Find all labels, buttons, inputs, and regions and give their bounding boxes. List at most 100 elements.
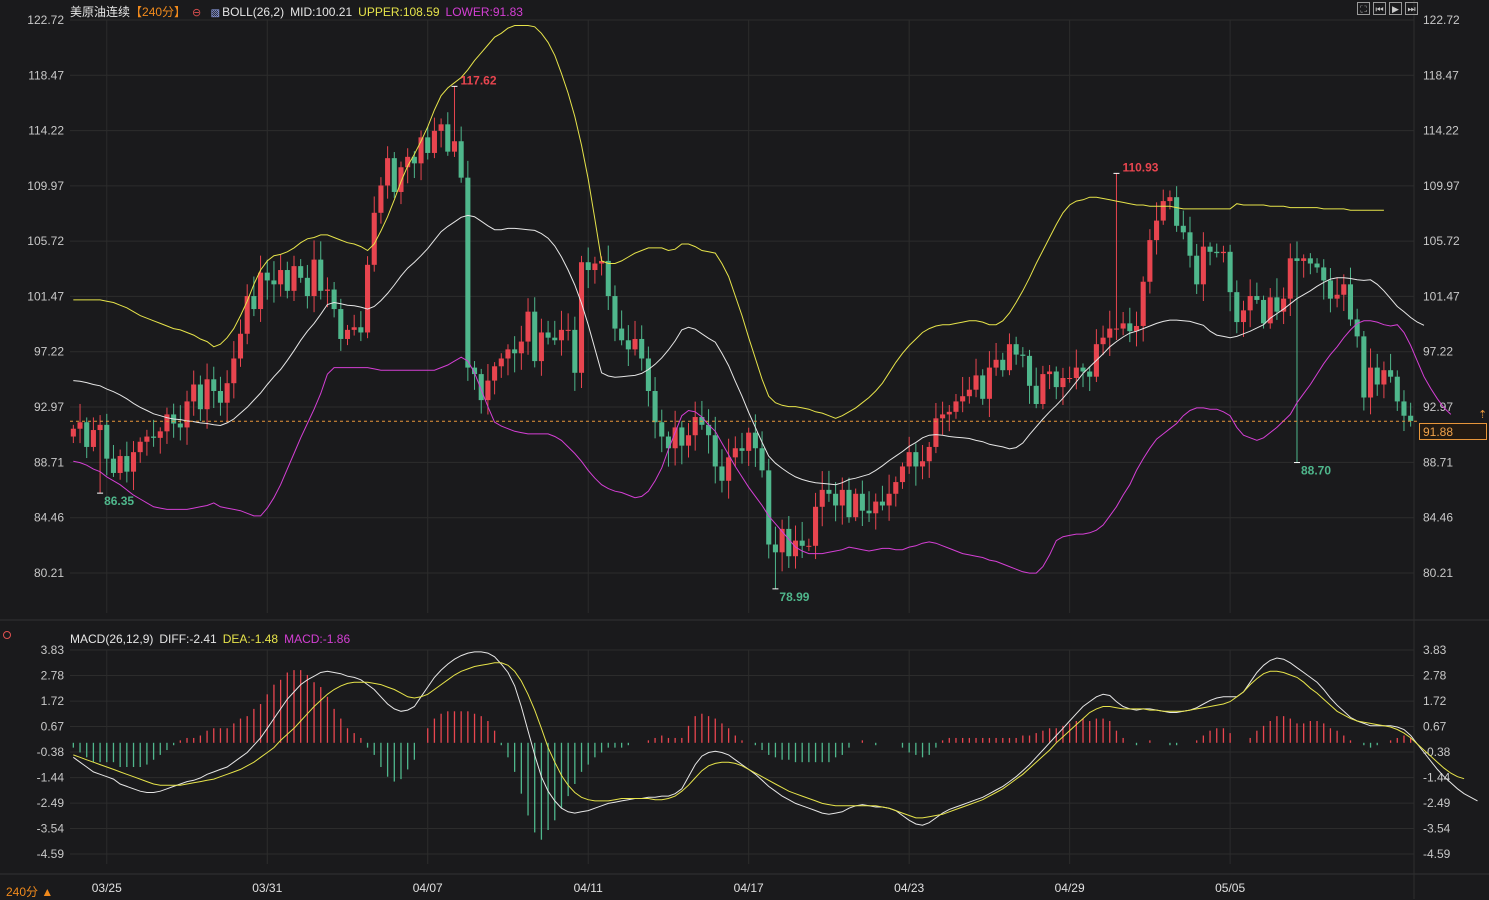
panel-marker-icon[interactable] xyxy=(3,631,11,639)
candle-body xyxy=(1087,371,1093,377)
candle-body xyxy=(478,374,484,401)
candle-body xyxy=(505,349,511,359)
candle-body xyxy=(685,435,692,446)
candle-body xyxy=(1220,251,1226,254)
x-axis-label: 04/23 xyxy=(894,881,924,895)
y-axis-label-left: 84.46 xyxy=(34,511,64,525)
candle-body xyxy=(284,270,290,291)
candle-body xyxy=(391,158,397,192)
candle-body xyxy=(659,422,665,437)
indicator-icon: ▧ xyxy=(210,8,221,19)
candle-body xyxy=(157,431,163,438)
period-tag[interactable]: 【240分】 xyxy=(130,5,187,19)
candle-body xyxy=(331,289,337,310)
candle-body xyxy=(906,452,912,467)
candle-body xyxy=(1107,328,1113,338)
candle-body xyxy=(806,545,812,547)
candle-body xyxy=(672,427,678,449)
candle-body xyxy=(398,167,404,192)
macd-axis-label-left: -4.59 xyxy=(37,847,65,861)
boll-mid: MID:100.21 xyxy=(290,5,353,19)
candle-body xyxy=(759,448,765,471)
y-axis-label-left: 118.47 xyxy=(28,68,64,82)
next-icon[interactable]: ⏭ xyxy=(1405,2,1418,15)
macd-dea: DEA:-1.48 xyxy=(222,632,279,646)
candle-body xyxy=(619,328,625,341)
candle-body xyxy=(1374,367,1380,385)
play-icon[interactable]: ▶ xyxy=(1389,2,1402,15)
candle-body xyxy=(358,327,364,333)
candle-body xyxy=(1194,255,1200,285)
candle-body xyxy=(1408,415,1414,421)
candle-body xyxy=(919,461,926,467)
candle-body xyxy=(304,277,310,297)
candle-body xyxy=(298,266,304,278)
candle-body xyxy=(1187,232,1193,256)
candle-body xyxy=(258,272,264,310)
candle-body xyxy=(1113,328,1119,330)
macd-axis-label-left: 0.67 xyxy=(41,720,65,734)
candle-body xyxy=(752,432,758,449)
high-annotation: 110.93 xyxy=(1122,160,1158,174)
candle-body xyxy=(779,528,785,553)
candle-body xyxy=(879,501,885,506)
candle-body xyxy=(1180,225,1186,233)
candle-body xyxy=(525,311,531,342)
candle-body xyxy=(451,141,458,152)
candle-body xyxy=(1347,284,1354,320)
candle-body xyxy=(853,493,859,518)
candle-body xyxy=(772,544,778,553)
candle-body xyxy=(899,466,906,483)
candle-body xyxy=(244,296,250,334)
candle-body xyxy=(632,338,638,350)
y-axis-label-right: 97.22 xyxy=(1423,345,1453,359)
candle-body xyxy=(833,493,839,506)
candle-body xyxy=(164,414,170,432)
candle-body xyxy=(204,379,210,410)
candle-body xyxy=(278,270,284,285)
candle-body xyxy=(1174,197,1180,226)
candle-body xyxy=(338,309,344,339)
candle-body xyxy=(973,375,979,390)
low-annotation: 88.70 xyxy=(1301,464,1331,478)
x-axis-label: 04/11 xyxy=(574,881,603,895)
candle-body xyxy=(351,327,357,330)
candle-body xyxy=(665,436,671,449)
candle-body xyxy=(492,366,498,381)
candle-body xyxy=(552,337,558,341)
candle-body xyxy=(1247,296,1253,311)
candle-body xyxy=(605,260,611,297)
candle-body xyxy=(1020,354,1026,356)
candle-body xyxy=(1127,323,1133,332)
candle-body xyxy=(191,384,197,402)
macd-diff: DIFF:-2.41 xyxy=(159,632,217,646)
candle-body xyxy=(84,422,90,447)
y-axis-label-right: 122.72 xyxy=(1423,13,1460,27)
candle-body xyxy=(1394,376,1400,402)
macd-axis-label-right: -2.49 xyxy=(1423,796,1451,810)
candle-body xyxy=(1120,323,1126,329)
circle-minus-icon[interactable]: ⊖ xyxy=(192,7,202,19)
candle-body xyxy=(692,417,698,436)
candle-body xyxy=(1100,337,1106,345)
macd-axis-label-left: -1.44 xyxy=(37,771,65,785)
candle-body xyxy=(465,177,471,368)
period-selector[interactable]: 240分 ▲ xyxy=(6,885,54,899)
prev-icon[interactable]: ⏮ xyxy=(1373,2,1386,15)
candle-body xyxy=(1274,297,1280,312)
y-axis-label-left: 88.71 xyxy=(34,455,64,469)
candle-body xyxy=(1033,385,1039,405)
candle-body xyxy=(538,332,544,362)
candle-body xyxy=(792,540,799,557)
candle-body xyxy=(839,489,845,506)
candle-body xyxy=(679,427,685,446)
candle-body xyxy=(104,424,110,459)
zoom-icon[interactable]: ⛶ xyxy=(1357,2,1370,15)
candle-body xyxy=(766,470,772,545)
candle-body xyxy=(625,340,631,350)
candle-body xyxy=(1261,299,1267,324)
candle-body xyxy=(980,375,986,399)
candle-body xyxy=(1294,258,1300,261)
macd-dea-line xyxy=(73,662,1465,819)
